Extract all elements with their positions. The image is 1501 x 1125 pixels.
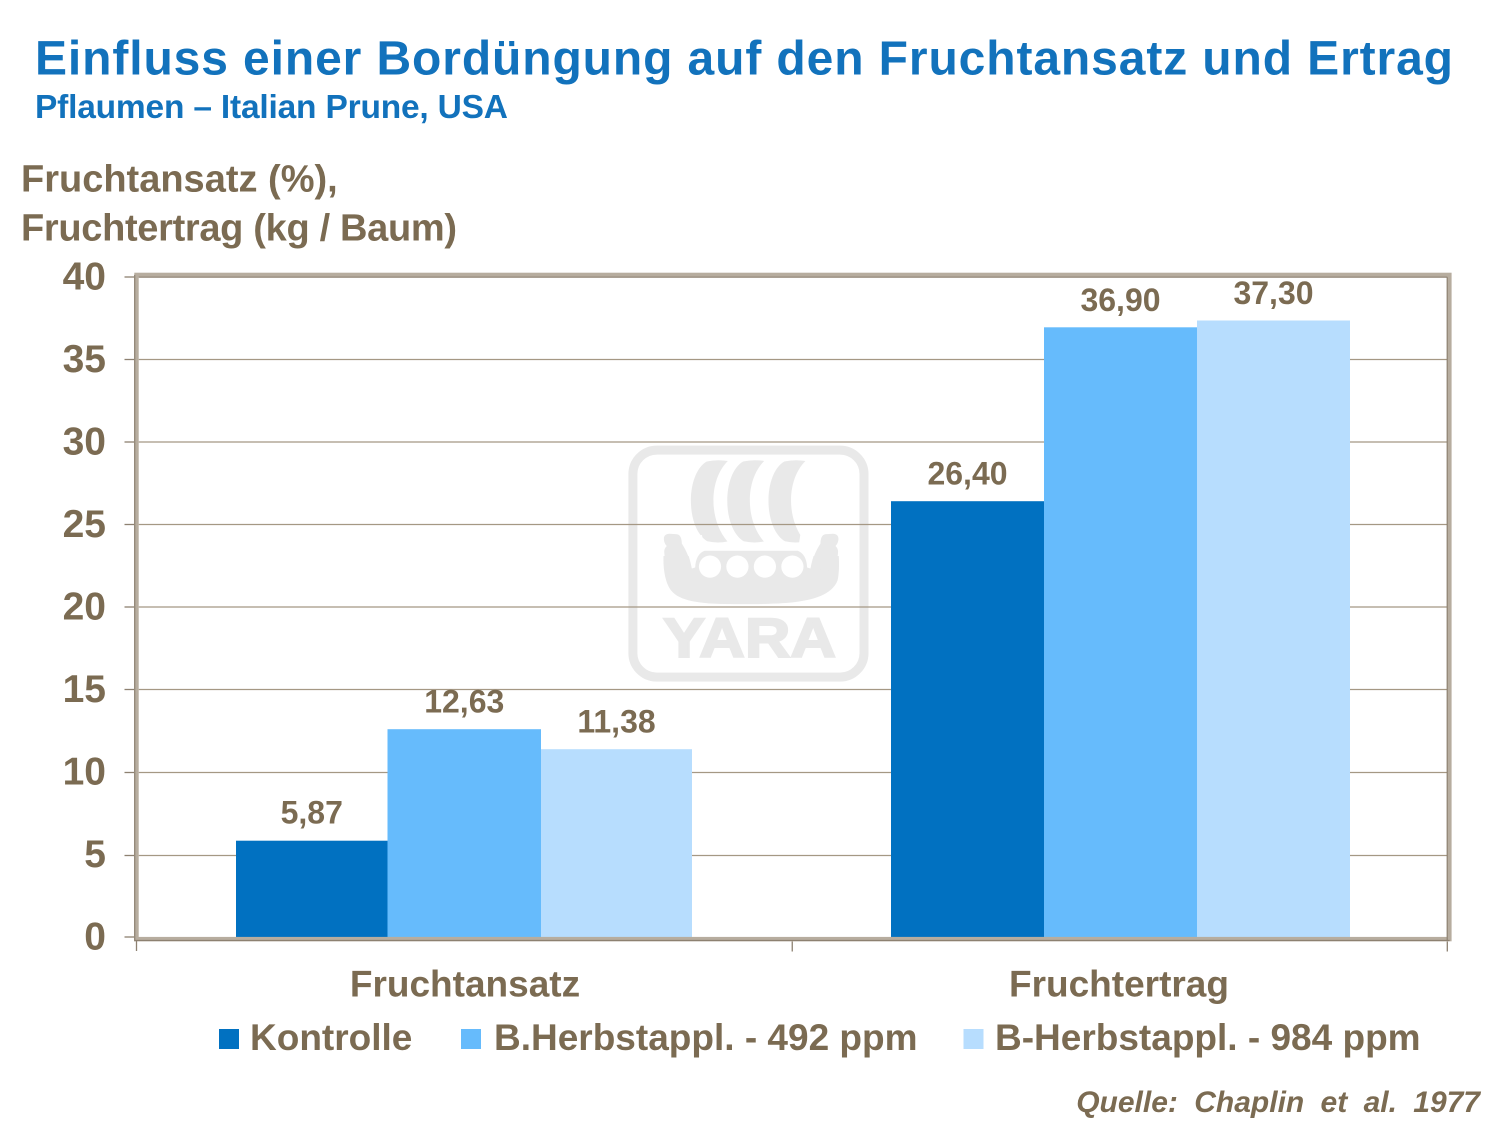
svg-text:10: 10 bbox=[63, 751, 106, 794]
svg-text:Fruchtertrag (kg / Baum): Fruchtertrag (kg / Baum) bbox=[21, 208, 457, 250]
svg-text:B.Herbstappl. - 492 ppm: B.Herbstappl. - 492 ppm bbox=[494, 1017, 918, 1058]
svg-text:5,87: 5,87 bbox=[281, 795, 343, 831]
svg-text:Quelle: Chaplin et al. 1977: Quelle: Chaplin et al. 1977 bbox=[1076, 1086, 1481, 1119]
svg-text:37,30: 37,30 bbox=[1233, 275, 1313, 311]
svg-text:Pflaumen – Italian Prune, USA: Pflaumen – Italian Prune, USA bbox=[35, 89, 508, 126]
svg-text:Kontrolle: Kontrolle bbox=[250, 1017, 412, 1058]
svg-text:0: 0 bbox=[84, 916, 106, 959]
svg-text:11,38: 11,38 bbox=[577, 704, 655, 740]
svg-text:26,40: 26,40 bbox=[927, 456, 1007, 492]
svg-text:35: 35 bbox=[63, 338, 106, 381]
svg-text:20: 20 bbox=[63, 586, 106, 629]
svg-text:Fruchtansatz (%),: Fruchtansatz (%), bbox=[21, 159, 338, 201]
svg-text:30: 30 bbox=[63, 421, 106, 464]
svg-text:15: 15 bbox=[63, 668, 106, 711]
svg-text:Fruchtansatz: Fruchtansatz bbox=[350, 964, 580, 1005]
svg-text:12,63: 12,63 bbox=[424, 684, 504, 720]
svg-text:40: 40 bbox=[63, 256, 106, 299]
svg-text:36,90: 36,90 bbox=[1080, 282, 1160, 318]
svg-text:B-Herbstappl. - 984 ppm: B-Herbstappl. - 984 ppm bbox=[995, 1017, 1421, 1058]
svg-text:Fruchtertrag: Fruchtertrag bbox=[1009, 964, 1229, 1005]
svg-text:Einfluss einer Bordüngung auf: Einfluss einer Bordüngung auf den Frucht… bbox=[35, 33, 1453, 86]
svg-text:25: 25 bbox=[63, 503, 106, 546]
svg-text:5: 5 bbox=[84, 833, 106, 876]
svg-text:YARA: YARA bbox=[663, 606, 836, 669]
